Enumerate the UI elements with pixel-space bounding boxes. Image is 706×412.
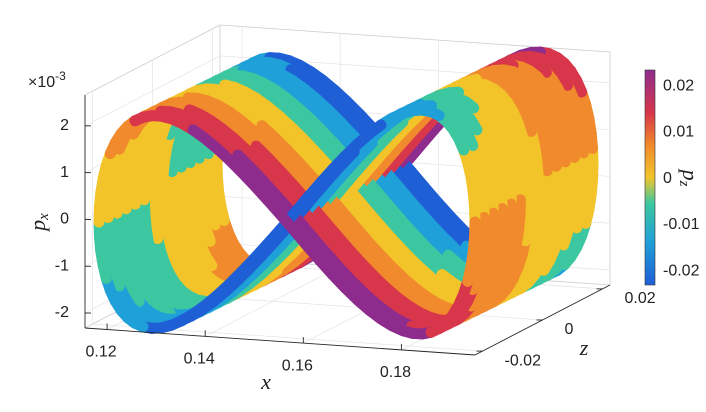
y-tick-label: 1 (60, 164, 69, 181)
y-label-sub: x (36, 213, 52, 221)
y-label-base: p (25, 220, 50, 233)
z-tick-label: 0 (565, 321, 574, 338)
x-axis-label: x (260, 369, 271, 394)
colorbar-tick-label: -0.02 (663, 262, 700, 279)
multiplier-exponent: -3 (55, 69, 66, 83)
colorbar (644, 69, 656, 286)
multiplier-base: ×10 (28, 74, 55, 91)
x-tick-label: 0.12 (86, 344, 117, 361)
y-tick-label: -1 (55, 257, 69, 274)
c-label-base: p (678, 168, 703, 181)
z-tick-label: -0.02 (505, 352, 542, 369)
x-axis (84, 327, 476, 356)
y-tick-label: 0 (60, 211, 69, 228)
colorbar-tick-label: 0 (663, 170, 672, 187)
box-edge (219, 24, 611, 53)
axes: 0.12 0.14 0.16 0.18 -2 -1 0 1 2 -0.02 0 0.02 -0.02 -0… (55, 77, 700, 381)
y-tick-label: 2 (60, 117, 69, 134)
colorbar-tick-label: 0.02 (663, 77, 694, 94)
x-tick-label: 0.18 (380, 364, 411, 381)
z-axis-label: z (579, 335, 589, 360)
c-label-sub: z (676, 180, 692, 187)
x-tick-label: 0.16 (282, 357, 313, 374)
colorbar-tick-label: -0.01 (663, 216, 700, 233)
colorbar-label: pz (676, 168, 703, 187)
x-tick-label: 0.14 (184, 351, 215, 368)
point-cloud (93, 46, 599, 340)
y-multiplier: ×10-3 (28, 69, 66, 91)
y-axis-label: px (25, 213, 52, 233)
colorbar-tick-label: 0.01 (663, 124, 694, 141)
z-tick-label: 0.02 (625, 290, 656, 307)
y-tick-label: -2 (55, 304, 69, 321)
